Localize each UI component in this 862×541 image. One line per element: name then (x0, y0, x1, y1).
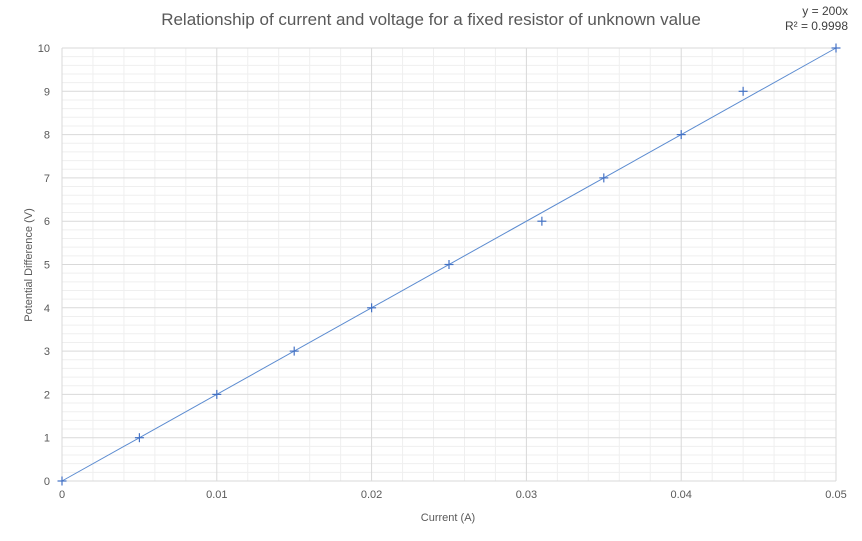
y-tick-label: 5 (44, 260, 50, 272)
x-tick-label: 0.05 (825, 489, 846, 501)
trendline-label: y = 200x R² = 0.9998 (785, 4, 848, 34)
trendline-equation: y = 200x (802, 4, 848, 18)
data-points (57, 43, 841, 486)
data-point (537, 216, 547, 226)
chart-title: Relationship of current and voltage for … (161, 10, 701, 29)
data-point (134, 433, 144, 443)
x-tick-label: 0.01 (206, 489, 227, 501)
y-tick-label: 7 (44, 173, 50, 185)
trendline-r-squared: R² = 0.9998 (784, 19, 848, 33)
y-tick-label: 0 (44, 476, 50, 488)
y-tick-labels: 0 1 2 3 4 5 6 7 8 9 10 (38, 43, 50, 488)
x-tick-label: 0 (59, 489, 65, 501)
data-point (57, 476, 67, 486)
y-tick-label: 1 (44, 433, 50, 445)
y-tick-label: 2 (44, 389, 50, 401)
x-tick-label: 0.03 (516, 489, 537, 501)
data-point (738, 86, 748, 96)
data-point (367, 303, 377, 313)
data-point (831, 43, 841, 53)
y-tick-label: 10 (38, 43, 50, 55)
data-point (289, 346, 299, 356)
y-tick-label: 8 (44, 130, 50, 142)
x-tick-label: 0.04 (670, 489, 691, 501)
data-point (676, 130, 686, 140)
y-tick-label: 9 (44, 86, 50, 98)
data-point (444, 260, 454, 269)
x-tick-labels: 0 0.01 0.02 0.03 0.04 0.05 (59, 489, 847, 501)
data-point (599, 173, 609, 183)
y-tick-label: 3 (44, 346, 50, 358)
x-tick-label: 0.02 (361, 489, 382, 501)
y-tick-label: 4 (44, 303, 50, 315)
major-grid (61, 47, 837, 482)
x-axis-title: Current (A) (421, 512, 475, 524)
y-tick-label: 6 (44, 216, 50, 228)
data-point (212, 389, 222, 399)
y-axis-title: Potential Difference (V) (23, 208, 35, 322)
